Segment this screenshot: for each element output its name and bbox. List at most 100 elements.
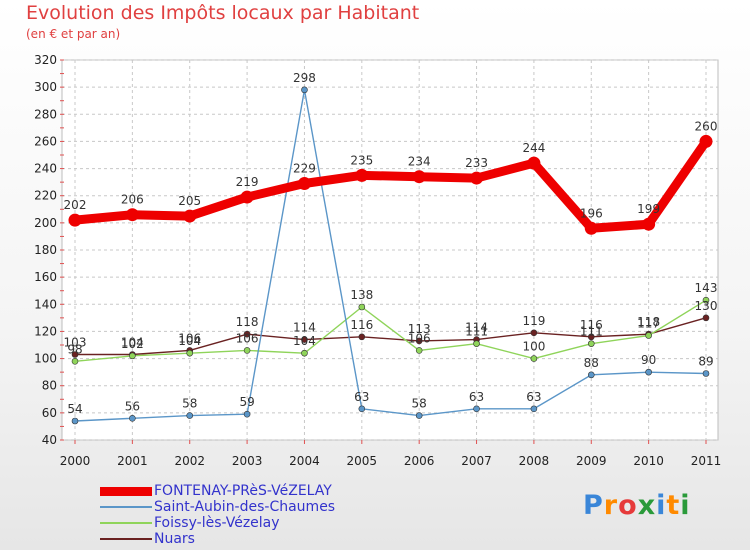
data-point-saint-aubin-des-chaumes: [645, 368, 652, 376]
data-label-nuars: 119: [522, 314, 545, 328]
data-point-fontenay-pr-s-v-zelay: [412, 170, 426, 184]
data-label-fontenay-pr-s-v-zelay: 233: [465, 156, 488, 170]
data-label-foissy-l-s-v-zelay: 106: [408, 331, 431, 345]
data-point-fontenay-pr-s-v-zelay: [642, 217, 656, 231]
chart-title: Evolution des Impôts locaux par Habitant: [26, 2, 420, 24]
y-tick-label: 160: [34, 270, 57, 284]
data-label-saint-aubin-des-chaumes: 89: [698, 355, 713, 369]
y-tick-label: 220: [34, 189, 57, 203]
data-point-foissy-l-s-v-zelay: [473, 340, 480, 347]
data-label-nuars: 106: [178, 331, 201, 345]
data-point-saint-aubin-des-chaumes: [587, 371, 595, 379]
logo-letter: i: [680, 490, 691, 521]
data-label-fontenay-pr-s-v-zelay: 205: [178, 194, 201, 208]
data-label-fontenay-pr-s-v-zelay: 206: [121, 193, 144, 207]
legend-swatch-nuars: [100, 538, 152, 540]
data-point-foissy-l-s-v-zelay: [129, 352, 136, 360]
data-label-fontenay-pr-s-v-zelay: 229: [293, 162, 316, 176]
data-label-nuars: 116: [580, 318, 603, 332]
x-tick-label: 2009: [576, 454, 607, 468]
data-point-fontenay-pr-s-v-zelay: [68, 213, 82, 227]
data-point-nuars: [358, 333, 366, 341]
data-label-fontenay-pr-s-v-zelay: 219: [236, 175, 259, 189]
data-label-foissy-l-s-v-zelay: 138: [350, 288, 373, 302]
data-point-saint-aubin-des-chaumes: [702, 370, 710, 377]
legend-label-foissy: Foissy-lès-Vézelay: [154, 515, 280, 531]
series-line-saint-aubin-des-chaumes: [74, 89, 707, 422]
data-point-foissy-l-s-v-zelay: [587, 340, 595, 347]
data-label-fontenay-pr-s-v-zelay: 235: [350, 153, 373, 167]
data-label-fontenay-pr-s-v-zelay: 196: [580, 206, 603, 220]
data-label-saint-aubin-des-chaumes: 59: [239, 395, 254, 409]
y-tick-label: 280: [34, 107, 57, 121]
data-point-fontenay-pr-s-v-zelay: [297, 177, 311, 190]
y-tick-label: 320: [34, 53, 57, 67]
data-label-foissy-l-s-v-zelay: 102: [121, 337, 144, 351]
data-label-nuars: 116: [350, 318, 373, 332]
x-tick-label: 2003: [232, 454, 263, 468]
data-point-foissy-l-s-v-zelay: [301, 349, 308, 357]
y-tick-label: 300: [34, 80, 57, 94]
data-label-fontenay-pr-s-v-zelay: 202: [64, 198, 87, 212]
data-point-saint-aubin-des-chaumes: [71, 417, 79, 425]
data-label-foissy-l-s-v-zelay: 117: [637, 317, 660, 331]
y-tick-label: 80: [42, 379, 57, 393]
x-tick-label: 2000: [60, 454, 91, 468]
data-label-foissy-l-s-v-zelay: 111: [580, 325, 603, 339]
series-line-foissy-l-s-v-zelay: [74, 299, 707, 362]
legend-label-nuars: Nuars: [154, 531, 195, 547]
logo-letter: x: [637, 490, 657, 521]
data-point-nuars: [71, 351, 79, 358]
data-point-nuars: [301, 336, 308, 343]
data-label-saint-aubin-des-chaumes: 54: [67, 402, 82, 416]
data-point-nuars: [415, 337, 423, 345]
data-point-fontenay-pr-s-v-zelay: [470, 171, 484, 185]
data-point-fontenay-pr-s-v-zelay: [699, 134, 713, 148]
data-point-nuars: [530, 329, 538, 337]
data-point-foissy-l-s-v-zelay: [702, 296, 710, 304]
data-label-fontenay-pr-s-v-zelay: 260: [695, 119, 718, 133]
data-point-saint-aubin-des-chaumes: [243, 410, 251, 418]
data-label-fontenay-pr-s-v-zelay: 244: [522, 141, 545, 155]
data-point-foissy-l-s-v-zelay: [243, 347, 251, 354]
logo-letter: P: [583, 490, 604, 521]
data-point-foissy-l-s-v-zelay: [71, 357, 79, 365]
data-label-nuars: 103: [64, 336, 87, 350]
data-label-foissy-l-s-v-zelay: 104: [178, 334, 201, 348]
x-tick-label: 2011: [691, 454, 722, 468]
legend-swatch-foissy: [100, 522, 152, 524]
x-tick-label: 2007: [461, 454, 492, 468]
data-point-foissy-l-s-v-zelay: [358, 303, 366, 311]
series-line-fontenay-pr-s-v-zelay: [70, 136, 711, 233]
series-line-nuars: [74, 317, 707, 356]
x-tick-label: 2006: [404, 454, 435, 468]
data-label-nuars: 130: [695, 299, 718, 313]
data-point-saint-aubin-des-chaumes: [530, 405, 538, 413]
data-label-nuars: 113: [408, 322, 431, 336]
data-point-fontenay-pr-s-v-zelay: [125, 208, 139, 222]
data-label-saint-aubin-des-chaumes: 63: [469, 390, 484, 404]
chart-subtitle: (en € et par an): [26, 27, 121, 41]
data-point-fontenay-pr-s-v-zelay: [240, 190, 254, 204]
x-tick-label: 2004: [289, 454, 320, 468]
data-point-foissy-l-s-v-zelay: [530, 355, 538, 362]
data-label-nuars: 104: [121, 336, 144, 350]
proxiti-logo: Proxiti: [583, 490, 691, 521]
data-label-foissy-l-s-v-zelay: 111: [465, 325, 488, 339]
data-point-saint-aubin-des-chaumes: [415, 412, 423, 419]
x-tick-label: 2005: [347, 454, 378, 468]
data-label-foissy-l-s-v-zelay: 143: [695, 281, 718, 295]
data-point-saint-aubin-des-chaumes: [186, 412, 194, 419]
data-label-saint-aubin-des-chaumes: 90: [641, 353, 656, 367]
y-tick-label: 240: [34, 162, 57, 176]
legend-label-fontenay: FONTENAY-PRèS-VéZELAY: [154, 483, 332, 499]
data-point-fontenay-pr-s-v-zelay: [527, 156, 541, 170]
y-tick-label: 200: [34, 216, 57, 230]
y-tick-label: 40: [42, 433, 57, 447]
legend-label-saint-aubin: Saint-Aubin-des-Chaumes: [154, 499, 336, 515]
x-tick-label: 2001: [117, 454, 148, 468]
data-label-nuars: 114: [293, 321, 316, 335]
x-tick-label: 2008: [519, 454, 550, 468]
